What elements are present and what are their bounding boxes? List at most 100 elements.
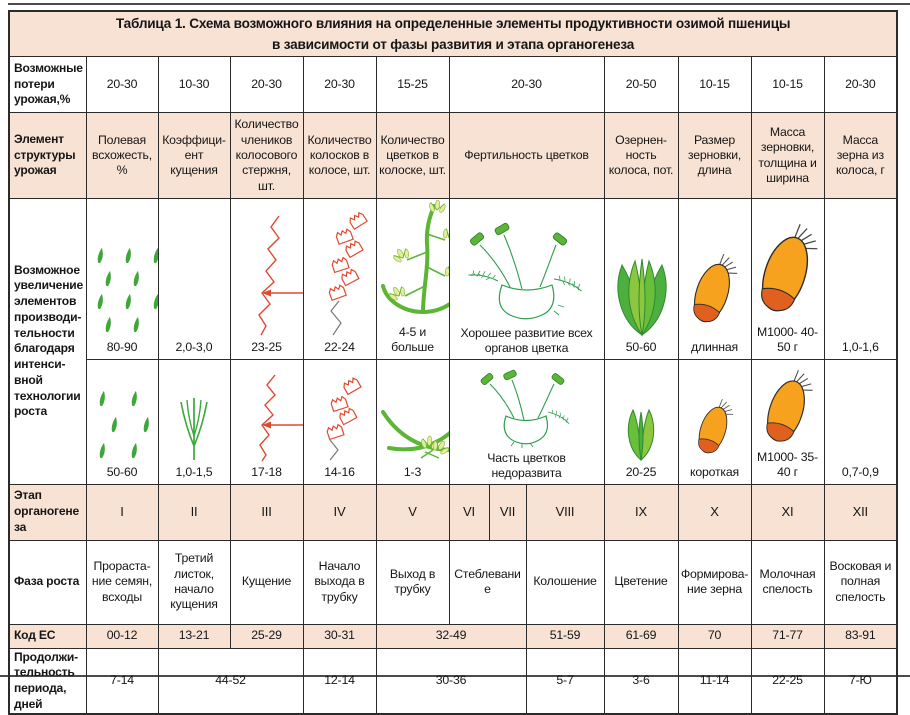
seedlings-sparse-icon: [98, 390, 150, 459]
increase-cell-tiller: 1,0-1,5: [157, 358, 231, 485]
stage-cell: I: [85, 483, 159, 541]
stage-cell: II: [157, 483, 231, 541]
ec-cell: 51-59: [525, 623, 605, 649]
increase-cell-grain-short: короткая: [677, 358, 752, 485]
duration-cell: 44-52: [157, 647, 304, 715]
increase-value: 4-5 и больше: [391, 325, 434, 355]
increase-cell-spikelets-many: 22-24: [302, 198, 377, 360]
increase-cell-rachis-long: 23-25: [229, 198, 304, 360]
phase-cell: Колошение: [525, 539, 605, 625]
table-title-line1: Таблица 1. Схема возможного влияния на о…: [115, 16, 791, 31]
ec-cell: 71-77: [750, 623, 825, 649]
phase-cell: Восковая и полная спелость: [823, 539, 898, 625]
increase-cell-grain-mass: М1000- 40-50 г: [750, 198, 825, 360]
ec-cell: 70: [677, 623, 752, 649]
grain-heavy-icon: [754, 217, 821, 319]
increase-value: М1000- 35-40 г: [757, 449, 818, 480]
grain-long-icon: [686, 249, 742, 328]
losses-cell: 20-30: [448, 56, 605, 114]
increase-cell-spikelets-few: 14-16: [302, 358, 377, 485]
flower-organs-icon: [467, 222, 585, 320]
stage-cell: V: [375, 483, 450, 541]
increase-value: 17-18: [251, 465, 282, 480]
table-title-line2: в зависимости от фазы развития и этапа о…: [272, 37, 635, 53]
ec-cell: 83-91: [823, 623, 898, 649]
duration-cell: 5-7: [525, 647, 605, 715]
wheat-productivity-table: Таблица 1. Схема возможного влияния на о…: [8, 10, 899, 715]
increase-value: 23-25: [251, 340, 282, 355]
element-header-cell: Масса зерновки, толщина и ширина: [750, 112, 825, 200]
phase-cell: Прораста-ние семян, всходы: [85, 539, 159, 625]
increase-value: 2,0-3,0: [175, 340, 213, 355]
ec-cell: 32-49: [375, 623, 527, 649]
increase-caption: Часть цветков недоразвита: [487, 451, 566, 480]
duration-cell: 22-25: [750, 647, 825, 715]
increase-cell-florets-many: 4-5 и больше: [375, 198, 450, 360]
stage-cell: VII: [488, 483, 527, 541]
increase-value: 50-60: [106, 465, 138, 480]
grass-tiller-icon: [180, 398, 208, 461]
losses-cell: 20-30: [823, 56, 898, 114]
losses-cell: 20-30: [302, 56, 377, 114]
duration-cell: 3-6: [603, 647, 679, 715]
element-header-cell: Количество члеников колосового стержня, …: [229, 112, 304, 200]
row-label-organogenesis: Этап органогенеза: [8, 483, 87, 541]
increase-cell-ear-grain-mass-low: 0,7-0,9: [823, 358, 898, 485]
duration-cell: 7-14: [85, 647, 159, 715]
losses-cell: 20-50: [603, 56, 679, 114]
phase-cell: Формирова-ние зерна: [677, 539, 752, 625]
row-label-phase: Фаза роста: [8, 539, 87, 625]
element-header-cell: Размер зерновки, длина: [677, 112, 752, 200]
increase-cell-seedlings-many: 80-90: [85, 198, 159, 360]
increase-cell-rachis-short: 17-18: [229, 358, 304, 485]
increase-value: 22-24: [324, 340, 355, 355]
increase-cell-tillering: 2,0-3,0: [157, 198, 231, 360]
increase-cell-fertility-poor: Часть цветков недоразвита: [448, 358, 605, 485]
row-label-duration: Продолжи-тельность периода, дней: [8, 647, 87, 715]
phase-cell: Начало выхода в трубку: [302, 539, 377, 625]
increase-value: М1000- 40-50 г: [757, 325, 818, 355]
stage-cell: XI: [750, 483, 825, 541]
grain-short-icon: [692, 395, 737, 458]
rachis-zigzag-icon: [257, 216, 302, 336]
ec-cell: 13-21: [157, 623, 231, 649]
phase-cell: Кущение: [229, 539, 304, 625]
spikelets-few-icon: [325, 376, 362, 461]
stage-cell: X: [677, 483, 752, 541]
stage-cell: IX: [603, 483, 679, 541]
increase-cell-fertility-good: Хорошее развитие всех органов цветка: [448, 198, 605, 360]
element-header-cell: Количество цветков в колоске, шт.: [375, 112, 450, 200]
increase-value: 14-16: [324, 465, 355, 480]
rachis-zigzag-short-icon: [258, 374, 302, 462]
duration-cell: 7-Ю: [823, 647, 898, 715]
increase-value: 1,0-1,5: [175, 465, 213, 480]
increase-cell-ear-small: 20-25: [603, 358, 679, 485]
losses-cell: 15-25: [375, 56, 450, 114]
ec-cell: 25-29: [229, 623, 304, 649]
spikelets-icon: [327, 211, 368, 336]
increase-value: 20-25: [625, 465, 657, 480]
duration-cell: 11-14: [677, 647, 752, 715]
ear-bud-large-icon: [616, 259, 667, 338]
row-label-increase: Возможное увеличение элементов производи…: [8, 198, 87, 485]
row-label-losses: Возможные потери урожая,%: [8, 56, 87, 114]
phase-cell: Третий листок, начало кущения: [157, 539, 231, 625]
increase-value: 0,7-0,9: [841, 465, 879, 480]
losses-cell: 20-30: [229, 56, 304, 114]
losses-cell: 10-15: [677, 56, 752, 114]
increase-cell-seedlings-few: 50-60: [85, 358, 159, 485]
increase-cell-ear-grain-mass: 1,0-1,6: [823, 198, 898, 360]
stage-cell: VI: [448, 483, 490, 541]
increase-value: 80-90: [106, 340, 138, 355]
increase-value: 50-60: [625, 340, 657, 355]
stage-cell: III: [229, 483, 304, 541]
duration-cell: 12-14: [302, 647, 377, 715]
losses-cell: 10-30: [157, 56, 231, 114]
ec-cell: 00-12: [85, 623, 159, 649]
row-label-ec-code: Код ЕС: [8, 623, 87, 649]
floret-branch-icon: [380, 200, 448, 315]
losses-cell: 20-30: [85, 56, 159, 114]
increase-cell-grain-mass-low: М1000- 35-40 г: [750, 358, 825, 485]
element-header-cell: Полевая всхожесть, %: [85, 112, 159, 200]
row-label-elements: Элемент структуры урожая: [8, 112, 87, 200]
